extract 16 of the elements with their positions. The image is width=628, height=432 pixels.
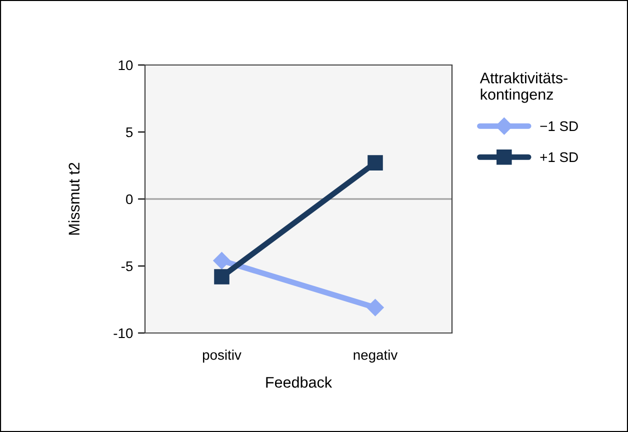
y-tick-label: -10 xyxy=(114,328,133,338)
legend-title: Attraktivitäts- kontingenz xyxy=(480,72,568,103)
x-tick-label: negativ xyxy=(354,350,398,363)
y-axis-title: Missmut t2 xyxy=(68,162,80,235)
x-tick-label: positiv xyxy=(202,350,242,363)
y-tick-label: 0 xyxy=(126,194,133,204)
legend-label: −1 SD xyxy=(540,121,578,132)
point xyxy=(214,269,230,284)
point xyxy=(368,155,383,170)
point xyxy=(366,298,384,316)
x-axis-title: Feedback xyxy=(266,376,332,388)
legend-label: +1 SD xyxy=(540,152,578,162)
y-tick-label: -5 xyxy=(121,261,133,272)
point xyxy=(213,252,230,270)
y-tick-label: 10 xyxy=(118,60,133,70)
y-tick-label: 5 xyxy=(126,127,133,138)
